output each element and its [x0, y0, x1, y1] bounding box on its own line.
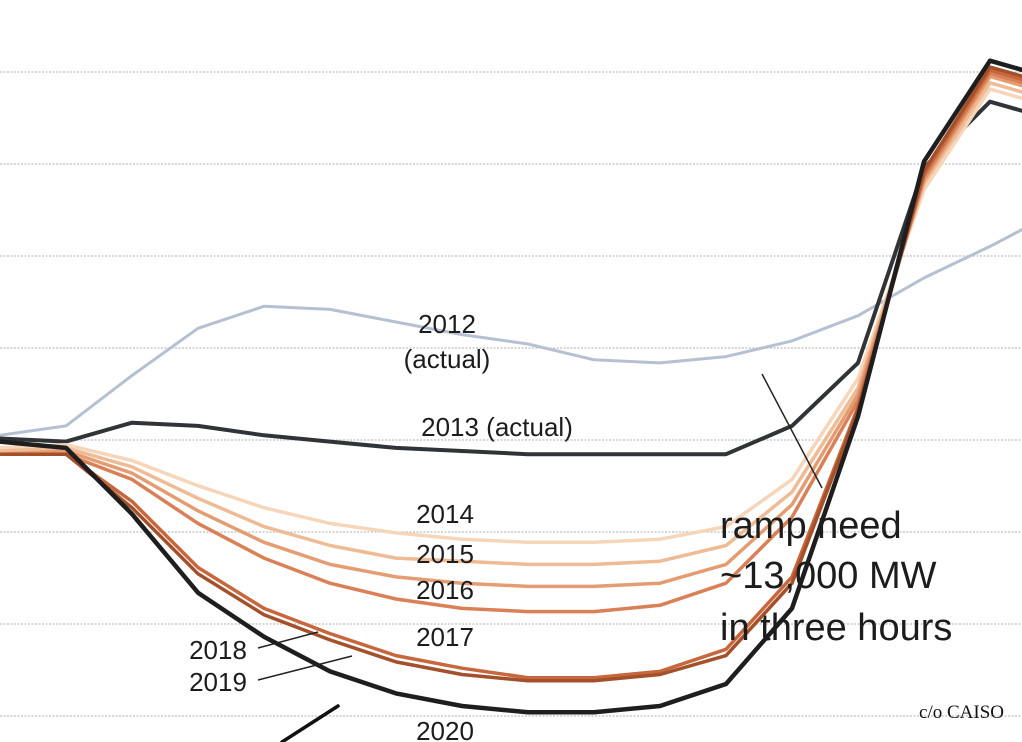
series-line-2014 — [0, 87, 1022, 545]
series-lines — [0, 58, 1022, 715]
label-2017: 2017 — [416, 622, 474, 652]
series-line-2015 — [0, 81, 1022, 567]
series-line-2012 — [0, 227, 1022, 437]
arrow-line — [280, 704, 340, 742]
label-2014: 2014 — [416, 499, 474, 529]
series-line-2020 — [0, 58, 1022, 715]
source-credit: c/o CAISO — [919, 702, 1004, 723]
ramp-annotation-line2: ~13,000 MW — [720, 555, 937, 597]
series-line-2013 — [0, 99, 1022, 457]
label-2018: 2018 — [189, 635, 247, 665]
label-2012-actual: (actual) — [404, 344, 491, 374]
label-2012: 2012 — [418, 309, 476, 339]
label-2019: 2019 — [189, 667, 247, 697]
ramp-leader-line — [761, 373, 823, 489]
ramp-annotation-line3: in three hours — [720, 607, 952, 649]
series-line-2019 — [0, 65, 1022, 683]
label-2016: 2016 — [416, 575, 474, 605]
label-2013-actual: 2013 (actual) — [421, 412, 573, 442]
label-2015: 2015 — [416, 539, 474, 569]
label-2020: 2020 — [416, 716, 474, 742]
ramp-annotation-line1: ramp need — [720, 505, 902, 547]
leader-line-2019 — [257, 655, 353, 681]
leader-line-2018 — [257, 631, 319, 649]
